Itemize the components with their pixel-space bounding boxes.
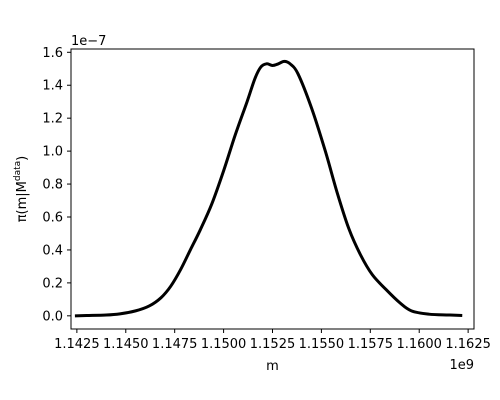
y-axis-label-superscript: data	[13, 161, 23, 181]
y-axis: 0.0 0.2 0.4 0.6 0.8 1.0 1.2 1.4 1.6	[42, 46, 71, 324]
x-tick-label: 1.1550	[299, 337, 345, 352]
x-tick-label: 1.1625	[445, 337, 491, 352]
y-tick-label: 1.2	[42, 112, 63, 127]
x-tick-label: 1.1575	[348, 337, 394, 352]
x-tick-label: 1.1475	[152, 337, 198, 352]
density-line-0	[74, 59, 463, 318]
y-tick-label: 0.4	[42, 243, 63, 258]
y-tick-label: 1.6	[42, 46, 63, 61]
y-tick-label: 0.0	[42, 309, 63, 324]
x-axis: 1.1425 1.1450 1.1475 1.1500 1.1525 1.1550 1.15…	[54, 329, 491, 352]
x-tick-label: 1.1600	[396, 337, 442, 352]
y-axis-label-close: )	[15, 156, 30, 161]
y-tick-label: 0.6	[42, 211, 63, 226]
x-axis-label: m	[266, 359, 279, 374]
x-tick-label: 1.1425	[54, 337, 100, 352]
y-tick-label: 1.0	[42, 145, 63, 160]
x-tick-label: 1.1500	[201, 337, 247, 352]
y-offset-label: 1e−7	[71, 34, 106, 49]
plot-frame	[70, 48, 475, 330]
y-axis-label: π(m|Mdata)	[13, 156, 30, 223]
y-tick-label: 1.4	[42, 79, 63, 94]
y-tick-label: 0.8	[42, 178, 63, 193]
y-tick-label: 0.2	[42, 276, 63, 291]
x-offset-label: 1e9	[449, 358, 474, 373]
x-tick-label: 1.1450	[103, 337, 149, 352]
x-tick-label: 1.1525	[250, 337, 296, 352]
plot-area	[74, 59, 463, 318]
y-axis-label-main: π(m|M	[15, 181, 30, 222]
